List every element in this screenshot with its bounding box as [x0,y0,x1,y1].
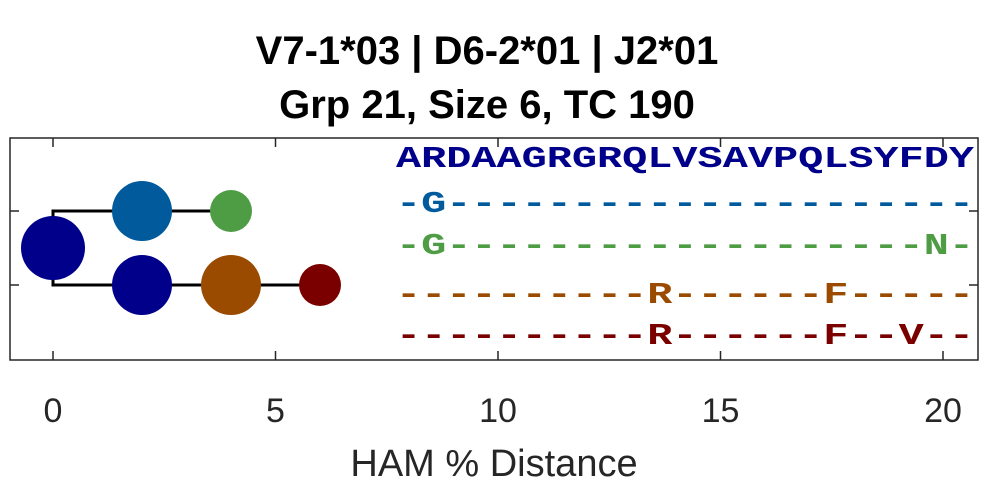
tree-nodes [21,181,341,315]
chart-title-line-1: V7-1*03 | D6-2*01 | J2*01 [256,29,719,73]
x-tick-label-20: 20 [924,392,962,430]
sequence-alignment: ARDAAGRGRQLVSAVPQLSYFDY -G---------------… [396,142,975,354]
tree-node-root [21,216,85,280]
sequence-row-4: ----------R------F--V-- [396,319,974,354]
chart-title-line-2: Grp 21, Size 6, TC 190 [279,83,695,127]
tree-node-n2 [210,190,252,232]
sequence-row-1: -G--------------------- [396,187,974,222]
y-tick-marks [10,210,978,286]
x-tick-label-0: 0 [44,392,63,430]
tree-node-n5 [299,264,341,306]
x-tick-label-5: 5 [266,392,285,430]
x-axis-label: HAM % Distance [350,443,637,485]
sequence-row-0: ARDAAGRGRQLVSAVPQLSYFDY [396,142,975,177]
x-tick-label-15: 15 [702,392,740,430]
tree-node-n4 [201,255,261,315]
tree-node-n1 [112,181,172,241]
x-axis-ticks: 0 5 10 15 20 [44,138,962,430]
x-tick-label-10: 10 [479,392,517,430]
tree-node-n3 [112,255,172,315]
tree-edges [51,209,320,287]
sequence-row-2: -G-------------------N- [396,229,974,264]
sequence-row-3: ----------R------F----- [396,278,974,313]
plot-area-frame [9,137,979,361]
